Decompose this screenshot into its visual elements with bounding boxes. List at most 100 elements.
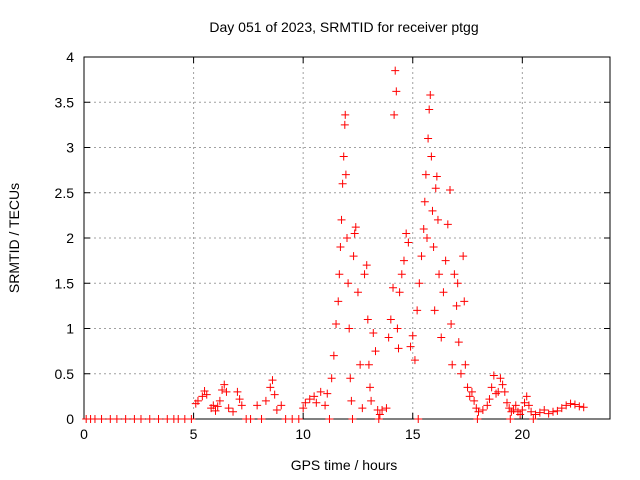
data-point bbox=[447, 320, 455, 328]
data-point bbox=[198, 392, 206, 400]
data-point bbox=[350, 252, 358, 260]
data-point bbox=[358, 404, 366, 412]
data-point bbox=[253, 401, 261, 409]
data-point bbox=[225, 404, 233, 412]
data-point bbox=[459, 252, 467, 260]
data-point bbox=[448, 361, 456, 369]
data-point bbox=[428, 207, 436, 215]
data-point bbox=[354, 288, 362, 296]
data-point bbox=[392, 87, 400, 95]
data-point bbox=[317, 388, 325, 396]
data-point bbox=[483, 401, 491, 409]
data-point bbox=[348, 415, 356, 423]
data-point bbox=[389, 284, 397, 292]
data-point bbox=[450, 270, 458, 278]
x-axis-label: GPS time / hours bbox=[291, 457, 398, 473]
data-point bbox=[454, 279, 462, 287]
data-point bbox=[344, 279, 352, 287]
data-point bbox=[439, 288, 447, 296]
data-point bbox=[356, 361, 364, 369]
data-point bbox=[238, 401, 246, 409]
data-point bbox=[396, 288, 404, 296]
data-point bbox=[571, 401, 579, 409]
data-point bbox=[427, 153, 435, 161]
axis-ticks: 0 5 10 15 20 0 0.5 1 1.5 2 2.5 3 3.5 4 bbox=[55, 49, 610, 442]
data-point bbox=[420, 225, 428, 233]
data-point bbox=[567, 400, 575, 408]
data-point bbox=[460, 297, 468, 305]
data-point bbox=[393, 325, 401, 333]
data-point bbox=[352, 223, 360, 231]
data-point bbox=[457, 370, 465, 378]
data-point bbox=[488, 383, 496, 391]
data-point bbox=[336, 243, 344, 251]
data-point bbox=[385, 334, 393, 342]
data-point bbox=[334, 297, 342, 305]
data-point bbox=[414, 415, 422, 423]
data-point bbox=[492, 390, 500, 398]
data-point bbox=[437, 334, 445, 342]
data-point bbox=[455, 338, 463, 346]
data-point bbox=[335, 270, 343, 278]
data-point bbox=[409, 332, 417, 340]
data-point bbox=[321, 401, 329, 409]
data-point bbox=[363, 261, 371, 269]
data-point bbox=[361, 270, 369, 278]
data-point bbox=[415, 279, 423, 287]
data-point bbox=[423, 234, 431, 242]
data-point bbox=[345, 325, 353, 333]
data-point bbox=[98, 415, 106, 423]
data-point bbox=[339, 180, 347, 188]
data-point bbox=[475, 408, 483, 416]
x-tick-label: 0 bbox=[80, 426, 88, 442]
data-point bbox=[266, 383, 274, 391]
data-point bbox=[247, 415, 255, 423]
data-point bbox=[473, 415, 481, 423]
y-tick-label: 3.5 bbox=[55, 94, 75, 110]
data-point bbox=[222, 388, 230, 396]
data-point bbox=[146, 415, 154, 423]
data-point bbox=[466, 392, 474, 400]
data-point bbox=[340, 153, 348, 161]
data-point bbox=[342, 171, 350, 179]
data-point bbox=[404, 239, 412, 247]
data-point bbox=[472, 404, 480, 412]
data-point bbox=[273, 406, 281, 414]
data-point bbox=[453, 302, 461, 310]
data-point bbox=[444, 220, 452, 228]
data-point bbox=[545, 410, 553, 418]
data-point bbox=[575, 402, 583, 410]
data-point bbox=[262, 397, 270, 405]
data-point bbox=[203, 391, 211, 399]
data-point bbox=[411, 356, 419, 364]
data-point bbox=[426, 91, 434, 99]
data-point bbox=[268, 376, 276, 384]
data-point bbox=[479, 406, 487, 414]
data-point bbox=[390, 111, 398, 119]
y-tick-label: 1.5 bbox=[55, 275, 75, 291]
chart-title: Day 051 of 2023, SRMTID for receiver ptg… bbox=[209, 19, 478, 35]
data-point bbox=[398, 270, 406, 278]
data-point bbox=[364, 315, 372, 323]
data-point bbox=[433, 172, 441, 180]
data-point bbox=[371, 347, 379, 355]
data-points bbox=[82, 67, 588, 423]
data-point bbox=[233, 388, 241, 396]
data-point bbox=[464, 383, 472, 391]
data-point bbox=[271, 391, 279, 399]
data-point bbox=[341, 111, 349, 119]
data-point bbox=[461, 361, 469, 369]
data-point bbox=[218, 386, 226, 394]
data-point bbox=[366, 383, 374, 391]
data-point bbox=[510, 406, 518, 414]
data-point bbox=[328, 374, 336, 382]
data-point bbox=[422, 171, 430, 179]
data-point bbox=[432, 184, 440, 192]
data-point bbox=[201, 387, 209, 395]
data-point bbox=[137, 415, 145, 423]
y-tick-label: 4 bbox=[66, 49, 74, 65]
data-point bbox=[155, 415, 163, 423]
data-point bbox=[277, 401, 285, 409]
srmtid-chart: 0 5 10 15 2000.511.522.533.54 Day 051 of 202… bbox=[0, 0, 640, 480]
data-point bbox=[330, 352, 338, 360]
